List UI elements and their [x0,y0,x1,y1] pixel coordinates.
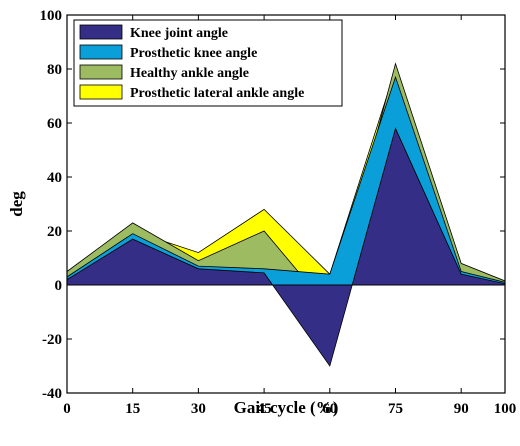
y-tick-label: 20 [47,224,62,240]
y-tick-label: 0 [55,278,63,294]
legend-label-3: Prosthetic lateral ankle angle [130,86,304,101]
y-tick-label: 40 [47,170,62,186]
y-axis-title: deg [7,191,26,217]
x-tick-label: 45 [257,401,272,417]
y-tick-label: -20 [42,332,62,348]
legend-swatch-0 [79,24,123,40]
x-tick-label: 30 [191,401,206,417]
plot-frame [66,14,506,394]
x-axis-title: Gait cycle (%) [234,398,339,417]
x-tick-label: 0 [63,401,71,417]
x-tick-label: 75 [388,401,403,417]
x-tick-label: 100 [494,401,517,417]
x-tick-label: 15 [125,401,140,417]
legend: Knee joint angle Prosthetic knee angle Hea… [73,19,343,107]
legend-swatch-3 [79,84,123,100]
legend-swatch-1 [79,44,123,60]
legend-swatch-2 [79,64,123,80]
x-tick-label: 90 [454,401,469,417]
legend-label-1: Prosthetic knee angle [130,46,257,61]
y-axis-ticks: -40 -20 0 20 40 60 80 100 [40,8,505,402]
y-tick-label: -40 [42,386,62,402]
legend-label-0: Knee joint angle [130,26,228,41]
y-tick-label: 100 [40,8,63,24]
y-tick-label: 60 [47,116,62,132]
y-tick-label: 80 [47,62,62,78]
x-axis-ticks: 0 15 30 45 60 75 90 100 [63,15,516,417]
legend-label-2: Healthy ankle angle [130,66,249,81]
x-tick-label: 60 [322,401,337,417]
